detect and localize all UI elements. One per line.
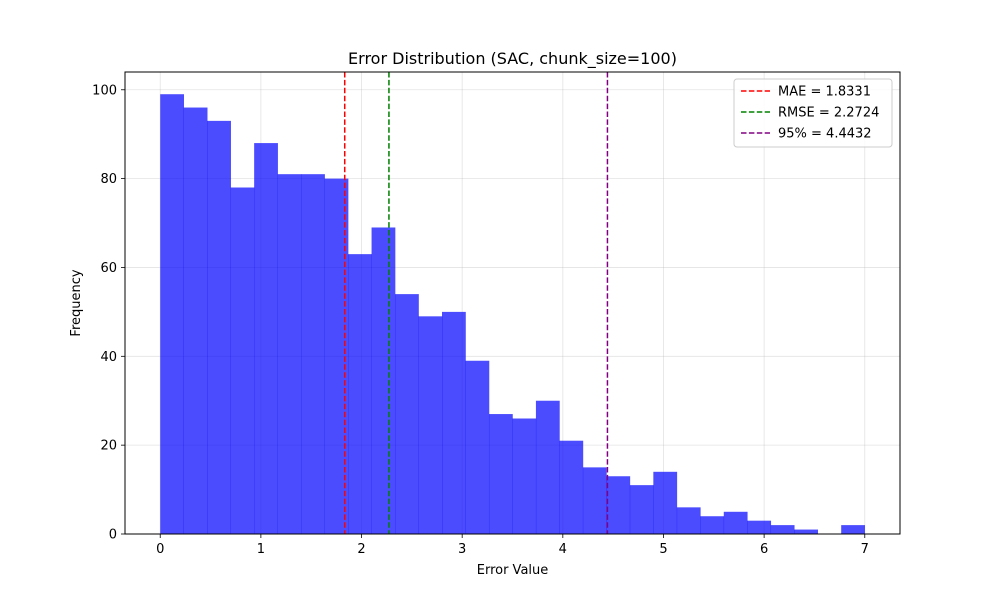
histogram-bar: [535, 400, 560, 534]
histogram-bar: [700, 516, 725, 534]
y-tick-label: 100: [92, 83, 117, 98]
histogram-bar: [841, 525, 865, 534]
legend-label: RMSE = 2.2724: [778, 106, 879, 121]
legend-label: 95% = 4.4432: [778, 127, 872, 142]
histogram-bar: [723, 511, 748, 534]
histogram-bar: [418, 316, 443, 534]
histogram-bar: [770, 525, 795, 534]
histogram-bar: [488, 414, 513, 534]
histogram-bars: [160, 94, 865, 535]
histogram-bar: [183, 107, 208, 535]
y-tick-label: 20: [100, 439, 117, 454]
histogram-bar: [559, 440, 584, 534]
histogram-bar: [629, 485, 654, 534]
legend: MAE = 1.8331 RMSE = 2.2724 95% = 4.4432: [733, 78, 893, 148]
histogram-bar: [395, 294, 419, 534]
reference-lines: [343, 72, 609, 534]
y-tick-label: 60: [100, 261, 117, 276]
histogram-bar: [207, 120, 231, 534]
histogram-bar: [512, 418, 537, 534]
legend-label: MAE = 1.8331: [778, 85, 871, 100]
histogram-bar: [582, 467, 607, 534]
histogram-bar: [465, 360, 490, 534]
x-tick-label: 2: [357, 542, 365, 557]
histogram-bar: [653, 471, 678, 534]
x-tick-label: 1: [257, 542, 265, 557]
chart-title: Error Distribution (SAC, chunk_size=100): [348, 49, 677, 69]
x-tick-label: 4: [559, 542, 567, 557]
histogram-bar: [348, 254, 372, 534]
axis-ticks: 0 1 2 3 4 5 6 7 0 20 40 60 80 100: [92, 83, 869, 557]
histogram-bar: [301, 174, 325, 534]
histogram-bar: [442, 311, 466, 534]
y-tick-label: 40: [100, 350, 117, 365]
histogram-bar: [676, 507, 701, 534]
y-tick-label: 0: [109, 528, 117, 543]
y-tick-label: 80: [100, 172, 117, 187]
x-tick-label: 6: [760, 542, 768, 557]
histogram-bar: [230, 187, 255, 534]
x-tick-label: 0: [156, 542, 164, 557]
plot-frame: [124, 71, 901, 535]
histogram-bar: [794, 529, 819, 534]
x-axis-label: Error Value: [477, 563, 549, 578]
histogram-bar: [254, 143, 278, 535]
histogram-bar: [324, 178, 349, 534]
histogram-bar: [277, 174, 302, 534]
histogram-bar: [371, 227, 396, 534]
histogram-bar: [160, 94, 185, 534]
x-tick-label: 3: [458, 542, 466, 557]
legend-box: [733, 78, 893, 148]
histogram-bar: [606, 476, 631, 534]
histogram-bar: [747, 520, 772, 534]
x-tick-label: 5: [659, 542, 667, 557]
x-tick-label: 7: [861, 542, 869, 557]
y-axis-label: Frequency: [69, 269, 84, 336]
